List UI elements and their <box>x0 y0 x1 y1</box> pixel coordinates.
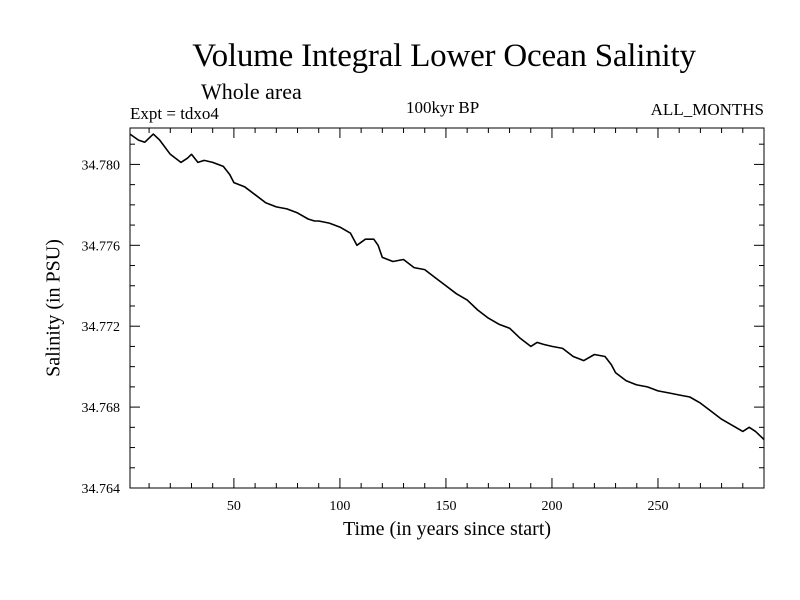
chart-title: Volume Integral Lower Ocean Salinity <box>192 38 696 74</box>
x-tick-label: 250 <box>647 499 668 514</box>
x-tick-label: 200 <box>541 499 562 514</box>
period-label: 100kyr BP <box>406 98 480 117</box>
y-tick-label: 34.776 <box>82 239 121 254</box>
series-line <box>129 133 765 441</box>
x-tick-label: 150 <box>435 499 456 514</box>
x-axis-label: Time (in years since start) <box>342 518 552 540</box>
y-tick-label: 34.768 <box>82 401 121 416</box>
y-tick-label: 34.780 <box>82 158 121 173</box>
y-tick-label: 34.772 <box>82 320 121 335</box>
y-tick-label: 34.764 <box>82 482 121 497</box>
chart-subtitle: Whole area <box>201 79 302 104</box>
months-label: ALL_MONTHS <box>650 100 764 119</box>
experiment-label: Expt = tdxo4 <box>130 104 219 123</box>
x-tick-label: 100 <box>329 499 350 514</box>
plot-frame <box>129 127 765 489</box>
x-tick-label: 50 <box>227 499 241 514</box>
